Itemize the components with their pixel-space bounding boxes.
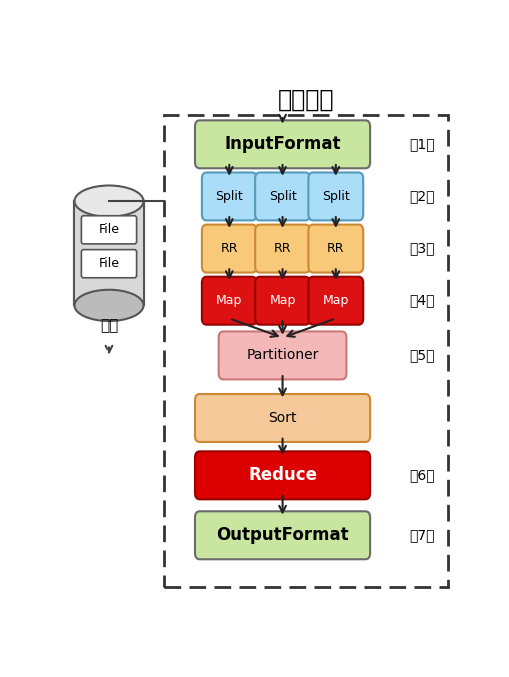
Text: 计算框架: 计算框架: [278, 87, 334, 112]
Text: Sort: Sort: [268, 411, 297, 425]
FancyBboxPatch shape: [202, 173, 257, 221]
Text: 第5步: 第5步: [409, 349, 434, 362]
FancyBboxPatch shape: [308, 225, 363, 273]
Ellipse shape: [74, 290, 144, 321]
Text: File: File: [98, 223, 120, 236]
Text: 存储: 存储: [100, 318, 118, 332]
FancyBboxPatch shape: [195, 121, 370, 169]
Text: File: File: [98, 257, 120, 270]
Text: Split: Split: [269, 190, 296, 203]
Text: Split: Split: [215, 190, 243, 203]
FancyBboxPatch shape: [255, 173, 310, 221]
Text: RR: RR: [274, 242, 291, 255]
FancyBboxPatch shape: [195, 394, 370, 442]
FancyBboxPatch shape: [308, 173, 363, 221]
Text: 第4步: 第4步: [409, 294, 434, 308]
Text: RR: RR: [220, 242, 238, 255]
FancyBboxPatch shape: [219, 332, 347, 379]
FancyBboxPatch shape: [81, 250, 136, 278]
Text: Map: Map: [216, 294, 242, 307]
Text: 第6步: 第6步: [409, 468, 434, 482]
FancyBboxPatch shape: [308, 277, 363, 325]
FancyBboxPatch shape: [255, 277, 310, 325]
FancyBboxPatch shape: [202, 277, 257, 325]
Text: 第2步: 第2步: [409, 190, 434, 204]
FancyBboxPatch shape: [255, 225, 310, 273]
Text: OutputFormat: OutputFormat: [216, 526, 349, 544]
Text: Reduce: Reduce: [248, 466, 317, 484]
FancyBboxPatch shape: [74, 201, 144, 305]
FancyBboxPatch shape: [195, 452, 370, 500]
Text: Map: Map: [269, 294, 296, 307]
Ellipse shape: [74, 185, 144, 217]
Text: Map: Map: [323, 294, 349, 307]
Text: 第3步: 第3步: [409, 242, 434, 256]
Text: 第1步: 第1步: [409, 137, 434, 152]
FancyBboxPatch shape: [202, 225, 257, 273]
FancyBboxPatch shape: [195, 511, 370, 559]
Text: Partitioner: Partitioner: [246, 349, 319, 362]
Text: RR: RR: [327, 242, 345, 255]
Text: Split: Split: [322, 190, 350, 203]
Bar: [164, 115, 448, 587]
Text: InputFormat: InputFormat: [224, 135, 341, 153]
Text: 第7步: 第7步: [409, 528, 434, 542]
FancyBboxPatch shape: [81, 216, 136, 244]
